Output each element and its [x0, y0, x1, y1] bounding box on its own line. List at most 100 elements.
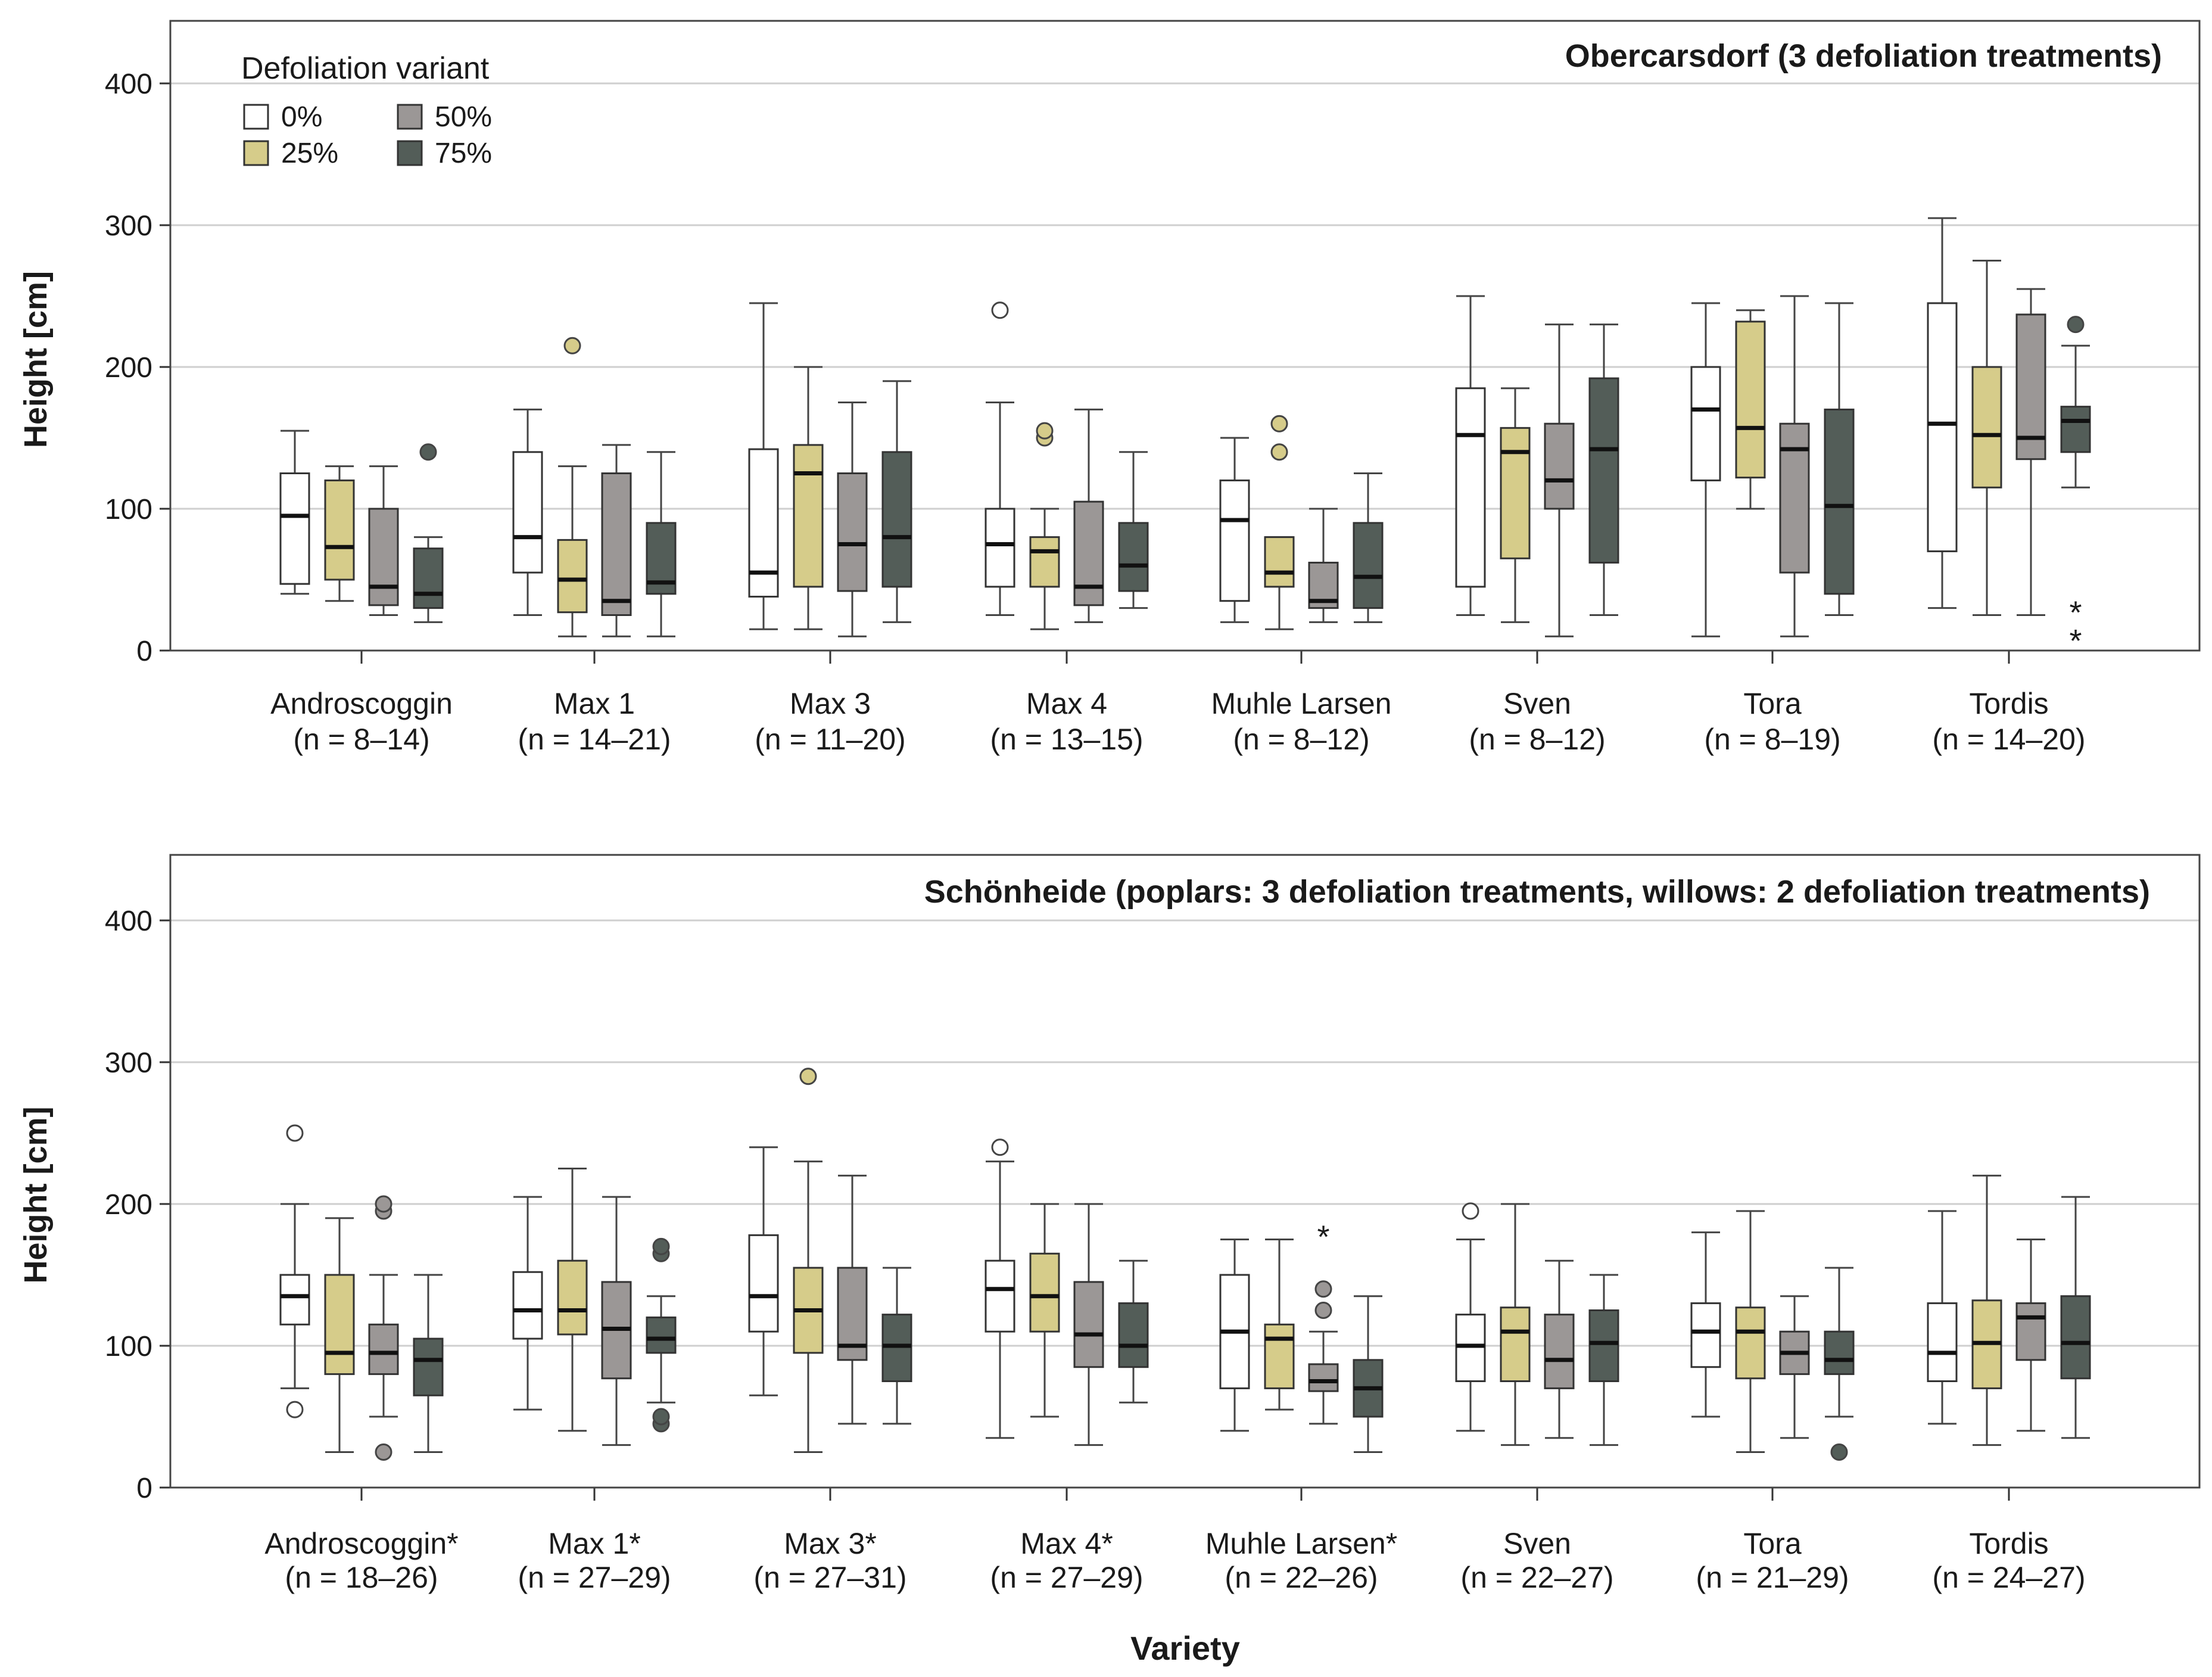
- box-25pct: [1735, 1210, 1766, 1453]
- legend-entry: 25%: [243, 138, 338, 169]
- outlier-point: [1270, 443, 1288, 461]
- plot-area: [170, 855, 2199, 1488]
- variety-group: Tora(n = 21–29): [1690, 1210, 1855, 1594]
- category-label: Tora: [1743, 687, 1801, 720]
- variety-group: Tordis(n = 24–27): [1927, 1174, 2091, 1594]
- box-0pct: [1927, 217, 1958, 609]
- iqr-box: [837, 472, 868, 592]
- outlier-point: [563, 337, 581, 354]
- outlier-point: [286, 1124, 304, 1142]
- category-label: Sven: [1503, 687, 1571, 720]
- box-25pct: [1029, 1203, 1060, 1418]
- iqr-box: [368, 1323, 399, 1376]
- category-n-label: (n = 14–20): [1932, 723, 2085, 756]
- category-n-label: (n = 21–29): [1696, 1561, 1849, 1594]
- y-axis-title: Height [cm]: [18, 1107, 54, 1284]
- category-n-label: (n = 8–19): [1704, 723, 1840, 756]
- iqr-box: [324, 479, 355, 581]
- box-75pct: [881, 1267, 912, 1425]
- box-50pct: [1544, 323, 1575, 637]
- variety-group: Max 3(n = 11–20): [748, 302, 912, 756]
- box-25pct: [1500, 1203, 1531, 1446]
- outlier-point: [991, 301, 1009, 319]
- outlier-point: [2067, 316, 2085, 334]
- category-n-label: (n = 11–20): [755, 723, 905, 756]
- iqr-box: [413, 1337, 444, 1396]
- box-50pct: [2015, 288, 2046, 616]
- category-label: Muhle Larsen: [1211, 687, 1392, 720]
- legend-entry: 50%: [397, 101, 492, 133]
- category-n-label: (n = 8–12): [1233, 723, 1369, 756]
- box-0pct: [985, 301, 1015, 616]
- variety-group: Max 4*(n = 27–29): [985, 1138, 1149, 1594]
- legend-swatch: [397, 104, 423, 130]
- legend-label: 25%: [281, 138, 338, 169]
- category-n-label: (n = 24–27): [1932, 1561, 2085, 1594]
- outlier-point: [1270, 415, 1288, 433]
- box-75pct: [1824, 302, 1855, 616]
- iqr-box: [881, 1314, 912, 1382]
- iqr-box: [1264, 1323, 1295, 1389]
- outlier-point: [799, 1068, 817, 1085]
- y-tick-label: 100: [105, 494, 152, 525]
- iqr-box: [1455, 1314, 1486, 1382]
- iqr-box: [1073, 500, 1104, 606]
- box-50pct: [837, 1174, 868, 1425]
- legend-title: Defoliation variant: [241, 51, 490, 86]
- box-0pct: [279, 430, 310, 595]
- legend-title-backing: [229, 48, 521, 81]
- legend-label: 75%: [435, 138, 492, 169]
- category-n-label: (n = 22–26): [1225, 1561, 1378, 1594]
- variety-group: Max 3*(n = 27–31): [748, 1068, 912, 1594]
- iqr-box: [2060, 406, 2091, 453]
- box-75pct: [881, 380, 912, 623]
- iqr-box: [279, 1274, 310, 1326]
- category-label: Max 1: [554, 687, 635, 720]
- iqr-box: [1455, 387, 1486, 588]
- category-n-label: (n = 27–29): [518, 1561, 671, 1594]
- iqr-box: [1690, 1302, 1721, 1368]
- box-25pct: [557, 1168, 588, 1432]
- category-label: Max 1*: [548, 1527, 641, 1560]
- box-50pct: [1308, 508, 1339, 623]
- category-n-label: (n = 18–26): [285, 1561, 438, 1594]
- box-25pct: [1971, 1174, 2002, 1446]
- box-75pct: [1118, 1259, 1149, 1404]
- y-tick-label: 0: [136, 636, 152, 667]
- box-50pct: [1073, 1203, 1104, 1446]
- iqr-box: [1588, 377, 1619, 564]
- box-25pct: [793, 366, 824, 630]
- iqr-box: [413, 547, 444, 609]
- box-0pct: [279, 1124, 310, 1418]
- iqr-box: [1544, 1314, 1575, 1389]
- category-n-label: (n = 8–12): [1469, 723, 1605, 756]
- iqr-box: [368, 508, 399, 606]
- box-25pct: [557, 337, 588, 637]
- iqr-box: [2060, 1295, 2091, 1380]
- box-0pct: [748, 302, 779, 630]
- plot-frame: [169, 20, 2201, 652]
- outlier-point: [652, 1408, 670, 1426]
- iqr-box: [1118, 522, 1149, 592]
- iqr-box: [985, 1259, 1015, 1333]
- outlier-point: [1314, 1280, 1332, 1298]
- category-label: Androscoggin: [270, 687, 453, 720]
- iqr-box: [748, 1234, 779, 1333]
- legend-swatch: [397, 140, 423, 166]
- legend-label: 50%: [435, 101, 492, 133]
- iqr-box: [1219, 479, 1250, 602]
- box-0pct: [1690, 1231, 1721, 1418]
- outlier-point: [286, 1401, 304, 1418]
- box-75pct: [646, 451, 677, 637]
- iqr-box: [793, 444, 824, 588]
- y-tick-label: 400: [105, 69, 152, 100]
- iqr-box: [1971, 366, 2002, 489]
- box-50pct: [1544, 1259, 1575, 1439]
- variety-group: Sven(n = 22–27): [1455, 1202, 1619, 1594]
- variety-group: Tora(n = 8–19): [1690, 295, 1855, 756]
- box-0pct: [512, 1196, 543, 1411]
- box-25pct: [1735, 309, 1766, 510]
- variety-group: Max 4(n = 13–15): [985, 301, 1149, 756]
- outlier-point: [1036, 422, 1054, 440]
- outlier-point: [1830, 1443, 1848, 1461]
